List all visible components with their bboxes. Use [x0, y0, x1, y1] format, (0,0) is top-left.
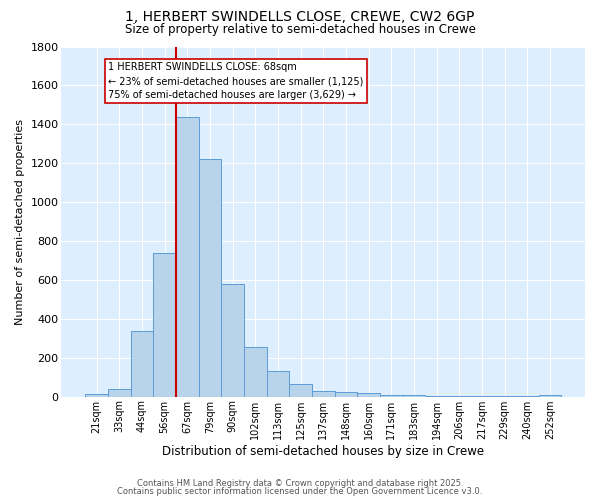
Bar	[176, 116, 199, 396]
Bar	[335, 392, 357, 396]
Bar	[357, 393, 380, 396]
Text: 1, HERBERT SWINDELLS CLOSE, CREWE, CW2 6GP: 1, HERBERT SWINDELLS CLOSE, CREWE, CW2 6…	[125, 10, 475, 24]
Bar	[108, 389, 131, 396]
Text: Size of property relative to semi-detached houses in Crewe: Size of property relative to semi-detach…	[125, 22, 475, 36]
Bar	[199, 160, 221, 396]
Text: Contains HM Land Registry data © Crown copyright and database right 2025.: Contains HM Land Registry data © Crown c…	[137, 478, 463, 488]
Bar	[221, 284, 244, 397]
Bar	[289, 384, 312, 396]
Bar	[266, 372, 289, 396]
Bar	[380, 395, 403, 396]
Text: Contains public sector information licensed under the Open Government Licence v3: Contains public sector information licen…	[118, 487, 482, 496]
Bar	[403, 395, 425, 396]
Bar	[312, 391, 335, 396]
Bar	[244, 347, 266, 397]
Bar	[153, 252, 176, 396]
Bar	[539, 394, 561, 396]
X-axis label: Distribution of semi-detached houses by size in Crewe: Distribution of semi-detached houses by …	[162, 444, 484, 458]
Text: 1 HERBERT SWINDELLS CLOSE: 68sqm
← 23% of semi-detached houses are smaller (1,12: 1 HERBERT SWINDELLS CLOSE: 68sqm ← 23% o…	[108, 62, 363, 100]
Y-axis label: Number of semi-detached properties: Number of semi-detached properties	[15, 118, 25, 324]
Bar	[131, 330, 153, 396]
Bar	[85, 394, 108, 396]
